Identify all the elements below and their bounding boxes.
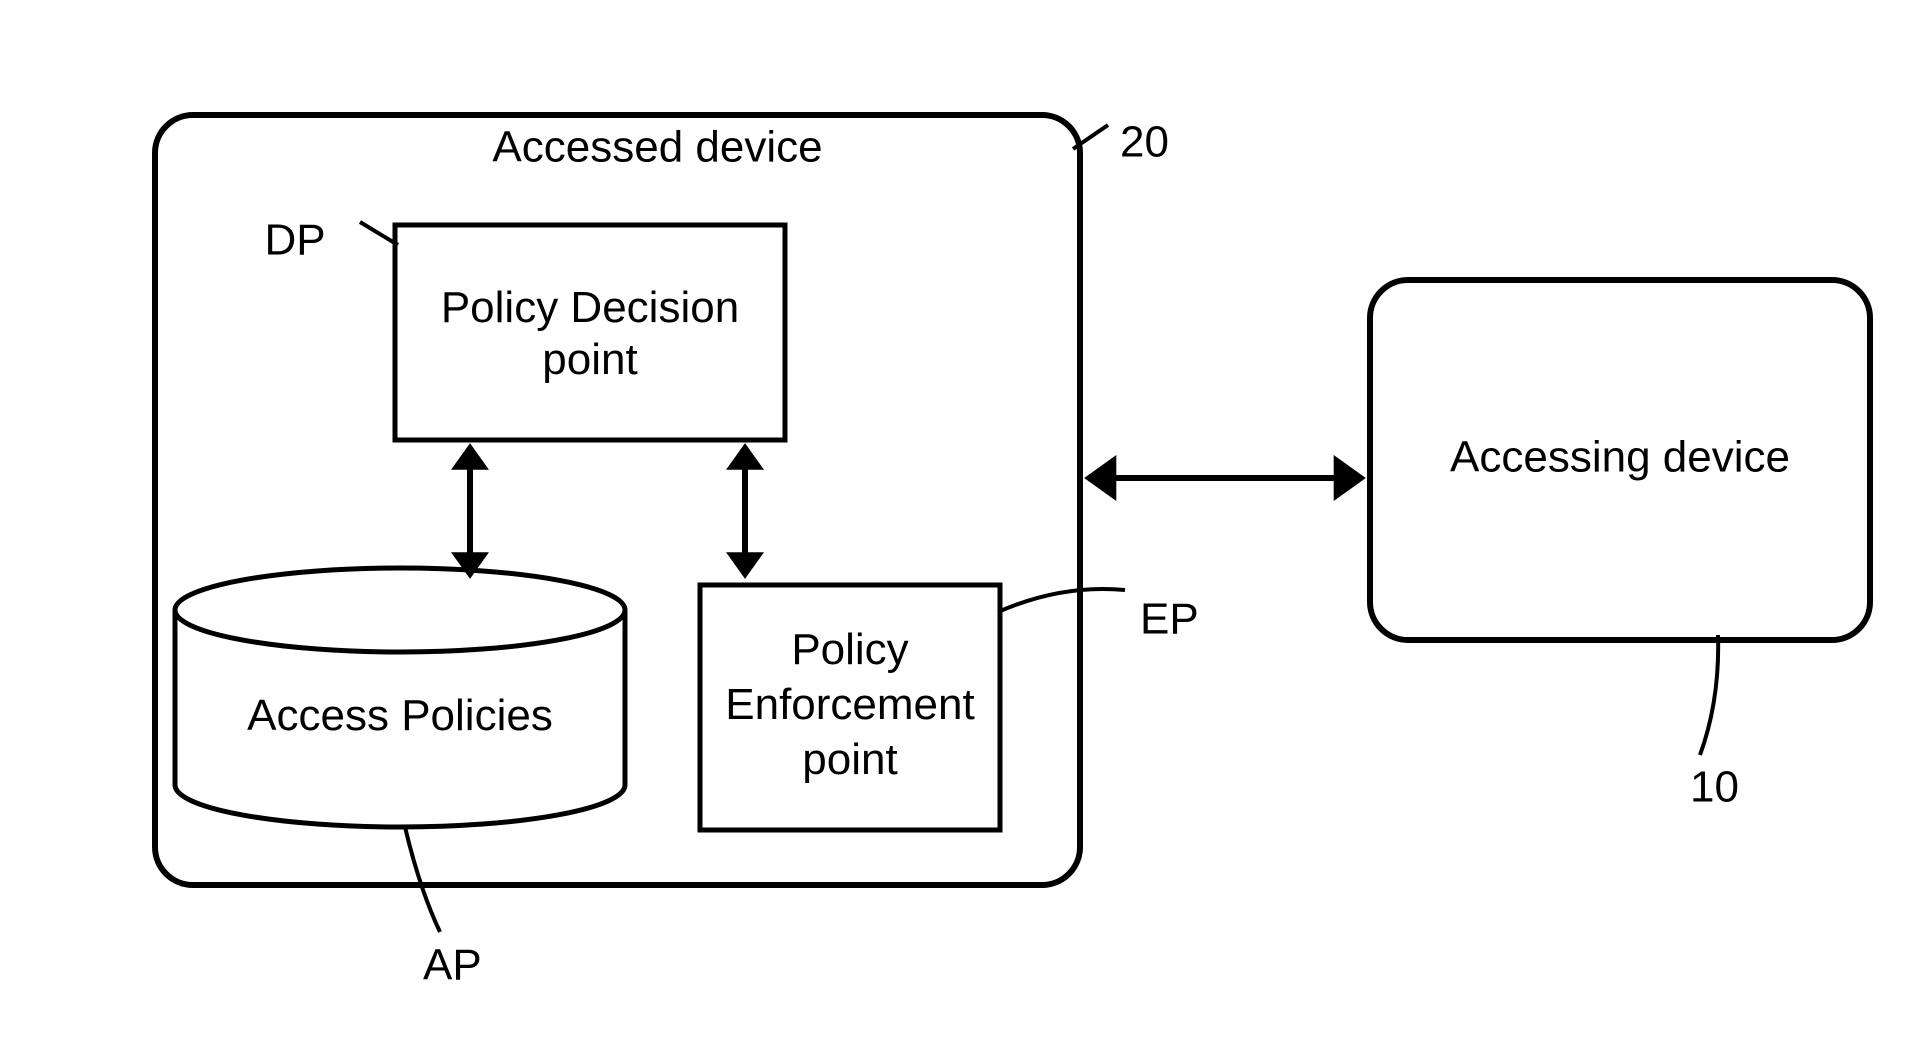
ref-tick-10 [1700, 635, 1718, 755]
decision-point-box [395, 225, 785, 440]
arrow-accessed-accessing-head-left [1085, 456, 1116, 500]
ref-tick-ep [998, 589, 1125, 612]
enforcement-point-line2: Enforcement [725, 680, 974, 729]
arrow-dp-ap-head-up [452, 444, 488, 469]
arrow-dp-ep-head-up [727, 444, 763, 469]
arrow-accessed-accessing-head-right [1334, 456, 1365, 500]
policy-diagram: Accessed device 20 Accessing device 10 Polic… [0, 0, 1930, 1051]
ref-tick-dp [360, 222, 398, 245]
arrow-dp-ap-head-down [452, 553, 488, 578]
ref-20: 20 [1120, 118, 1169, 167]
ref-ap: AP [423, 941, 482, 990]
decision-point-line1: Policy Decision [441, 283, 739, 332]
ref-tick-ap [405, 827, 440, 932]
access-policies-bottom-arc [175, 785, 625, 827]
enforcement-point-line3: point [802, 735, 897, 784]
ref-ep: EP [1140, 595, 1199, 644]
access-policies-label: Access Policies [247, 691, 553, 740]
accessing-device-title: Accessing device [1450, 433, 1790, 482]
enforcement-point-line1: Policy [791, 625, 908, 674]
arrow-dp-ep-head-down [727, 553, 763, 578]
access-policies-top-ellipse [175, 568, 625, 652]
accessed-device-title: Accessed device [492, 123, 822, 172]
ref-dp: DP [264, 216, 325, 265]
ref-10: 10 [1690, 763, 1739, 812]
decision-point-line2: point [542, 335, 637, 384]
